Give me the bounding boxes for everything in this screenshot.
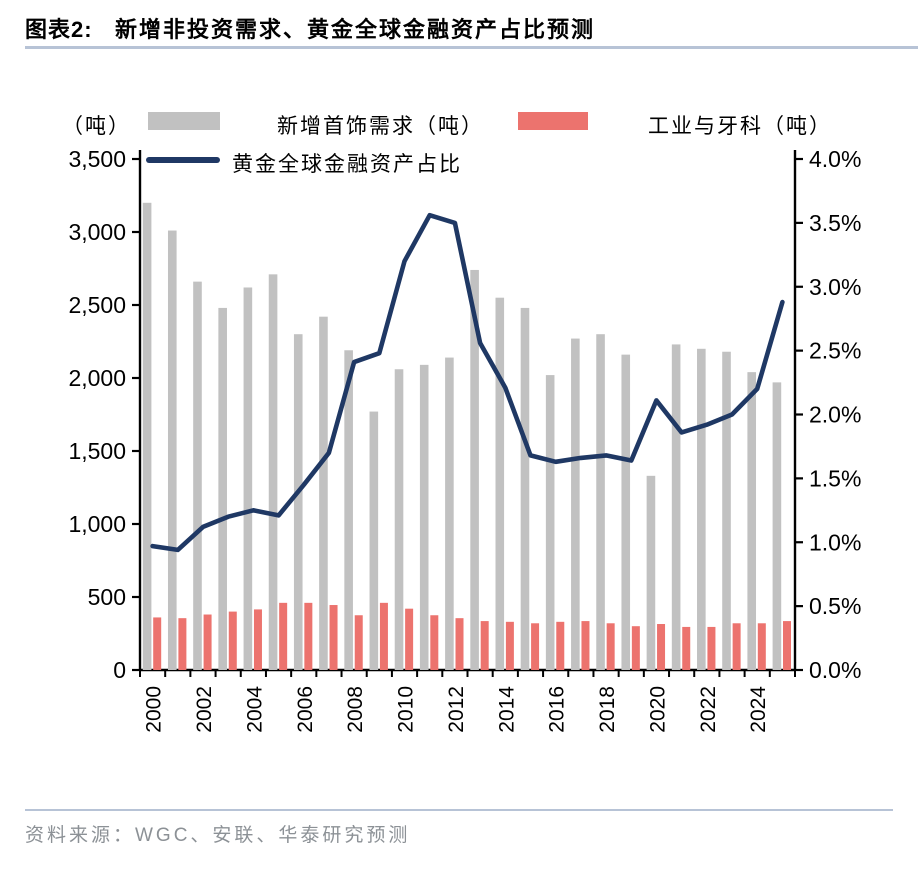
gold-asset-share-line — [150, 212, 785, 553]
jewelry-demand-bar-2016 — [545, 375, 555, 670]
x-axis-tick-label: 2014 — [495, 686, 518, 733]
left-axis-tick-label: 0 — [113, 657, 126, 683]
x-axis-tick-label: 2002 — [193, 686, 216, 733]
jewelry-demand-bar-2005 — [268, 274, 278, 670]
figure-label: 图表2: — [25, 17, 93, 42]
industrial-dental-bar-2004 — [253, 609, 262, 670]
industrial-dental-bar-2008 — [354, 615, 363, 670]
x-axis-tick-label: 2024 — [747, 686, 770, 733]
industrial-dental-bar-2001 — [178, 618, 187, 670]
figure-header: 图表2: 新增非投资需求、黄金全球金融资产占比预测 — [25, 12, 595, 44]
jewelry-demand-bar-2002 — [193, 281, 202, 670]
source-note: 资料来源：WGC、安联、华泰研究预测 — [25, 825, 411, 846]
jewelry-demand-bar-2019 — [621, 354, 631, 670]
left-axis-tick-label: 2,500 — [68, 292, 126, 318]
industrial-dental-bar-2005 — [279, 602, 288, 670]
industrial-dental-bar-2021 — [682, 626, 691, 670]
industrial-dental-bar-2000 — [153, 617, 162, 670]
legend-swatch-jewelry — [148, 112, 220, 130]
industrial-dental-bar-2014 — [505, 621, 514, 670]
right-axis-tick-label: 3.5% — [809, 210, 861, 236]
industrial-dental-bar-2020 — [657, 624, 666, 670]
x-axis-tick-label: 2006 — [294, 686, 317, 733]
x-axis-tick-label: 2004 — [243, 686, 266, 733]
jewelry-demand-bar-2007 — [319, 316, 328, 670]
right-axis-tick-label: 1.0% — [809, 529, 861, 555]
left-axis-unit-label: （吨） — [62, 115, 131, 138]
x-axis-tick-label: 2012 — [445, 686, 468, 733]
legend-label-ratio: 黄金全球金融资产占比 — [232, 153, 462, 176]
left-axis-tick-label: 3,500 — [68, 146, 126, 172]
jewelry-demand-bar-2010 — [394, 369, 404, 670]
right-axis-tick-label: 0.5% — [809, 593, 861, 619]
x-axis-tick-label: 2000 — [143, 686, 166, 733]
jewelry-demand-bar-2017 — [571, 338, 580, 670]
right-axis-tick-label: 1.5% — [809, 465, 861, 491]
industrial-dental-bar-2013 — [480, 621, 489, 670]
jewelry-demand-bar-2012 — [445, 357, 454, 670]
footer-divider — [25, 809, 893, 811]
jewelry-demand-bar-2020 — [646, 475, 656, 670]
industrial-dental-bar-2009 — [379, 602, 388, 670]
industrial-dental-bar-2019 — [631, 626, 640, 670]
industrial-dental-bar-2018 — [606, 623, 615, 670]
industrial-dental-bar-2025 — [783, 621, 792, 670]
industrial-dental-bar-2011 — [430, 615, 439, 670]
industrial-dental-bar-2015 — [531, 623, 540, 670]
right-axis-tick-label: 0.0% — [809, 657, 861, 683]
industrial-dental-bar-2017 — [581, 621, 590, 670]
jewelry-demand-bar-2006 — [293, 334, 303, 670]
jewelry-demand-bar-2021 — [671, 344, 681, 670]
jewelry-demand-bar-2022 — [697, 348, 706, 670]
left-axis-tick-label: 1,000 — [68, 511, 126, 537]
x-axis-tick-label: 2020 — [646, 686, 669, 733]
figure-title: 新增非投资需求、黄金全球金融资产占比预测 — [115, 17, 596, 42]
left-axis-tick-label: 3,000 — [68, 219, 126, 245]
legend-swatch-industrial — [518, 112, 588, 130]
industrial-dental-bar-2023 — [732, 623, 741, 670]
jewelry-demand-bar-2000 — [142, 202, 152, 671]
jewelry-demand-bar-2024 — [747, 372, 757, 670]
jewelry-demand-bar-2018 — [596, 334, 605, 670]
x-axis-tick-label: 2022 — [697, 686, 720, 733]
right-axis-tick-label: 4.0% — [809, 146, 861, 172]
jewelry-demand-bar-2001 — [167, 230, 177, 671]
jewelry-demand-bar-2025 — [772, 382, 782, 670]
jewelry-demand-bar-2003 — [218, 307, 227, 670]
right-axis-tick-label: 2.0% — [809, 402, 861, 428]
left-axis-tick-label: 1,500 — [68, 438, 126, 464]
industrial-dental-bar-2003 — [228, 611, 237, 670]
jewelry-demand-bar-2023 — [722, 351, 731, 670]
left-axis-tick-label: 2,000 — [68, 365, 126, 391]
industrial-dental-bar-2012 — [455, 618, 464, 670]
x-axis-tick-label: 2010 — [395, 686, 418, 733]
jewelry-demand-bar-2004 — [243, 287, 253, 670]
jewelry-demand-bar-2011 — [419, 364, 429, 670]
industrial-dental-bar-2022 — [707, 626, 716, 670]
industrial-dental-bar-2007 — [329, 605, 338, 670]
left-axis-tick-label: 500 — [88, 584, 126, 610]
x-axis-tick-label: 2008 — [344, 686, 367, 733]
x-axis-tick-label: 2018 — [596, 686, 619, 733]
jewelry-demand-bar-2013 — [470, 269, 479, 670]
jewelry-demand-bar-2015 — [520, 307, 530, 670]
legend-swatch-ratio-line — [146, 157, 220, 163]
industrial-dental-bar-2002 — [203, 614, 212, 670]
industrial-dental-bar-2010 — [405, 608, 414, 670]
industrial-dental-bar-2016 — [556, 621, 565, 670]
title-underline — [25, 46, 918, 49]
industrial-dental-bar-2006 — [304, 602, 313, 670]
x-axis-tick-label: 2016 — [546, 686, 569, 733]
jewelry-demand-bar-2009 — [369, 411, 379, 670]
jewelry-demand-bar-2014 — [495, 297, 505, 670]
industrial-dental-bar-2024 — [757, 623, 766, 670]
right-axis-tick-label: 2.5% — [809, 338, 861, 364]
legend-label-jewelry: 新增首饰需求（吨） — [277, 115, 484, 138]
jewelry-demand-bar-2008 — [344, 350, 353, 670]
legend-label-industrial: 工业与牙科（吨） — [648, 115, 832, 138]
right-axis-tick-label: 3.0% — [809, 274, 861, 300]
